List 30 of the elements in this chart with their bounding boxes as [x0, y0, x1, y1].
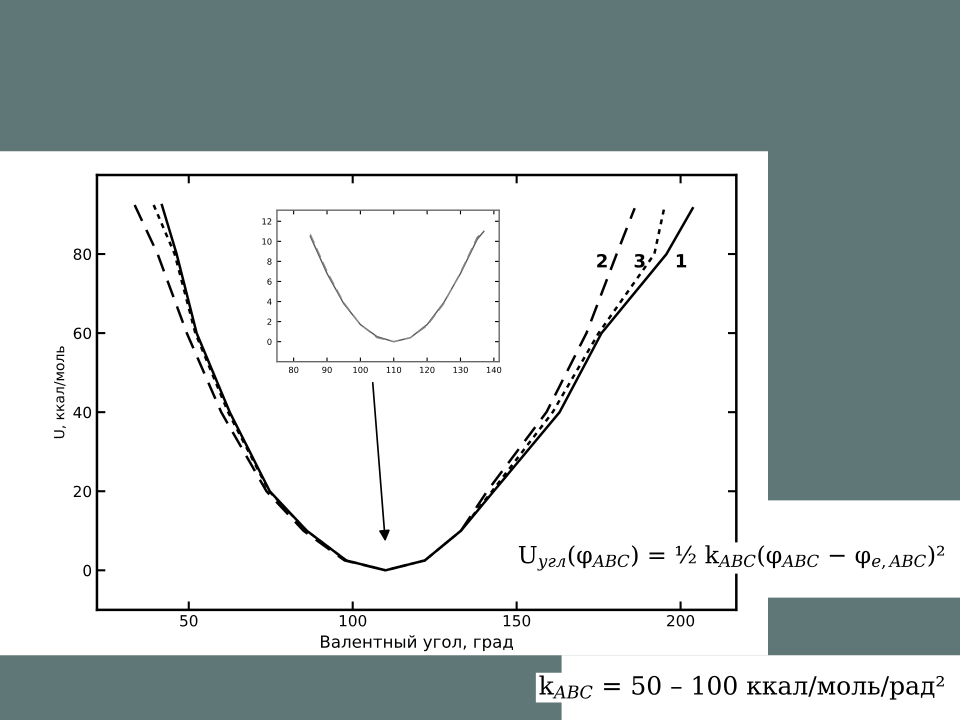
x-tick-label: 90: [322, 366, 332, 374]
y-tick-label: 12: [262, 218, 272, 224]
y-tick-label: 20: [74, 486, 92, 498]
y-axis-title: U, ккал/моль: [54, 346, 66, 438]
y-tick-label: 60: [74, 328, 92, 340]
annotation: 1: [676, 254, 686, 268]
x-tick-label: 110: [386, 366, 402, 374]
x-tick-label: 200: [667, 614, 694, 627]
annotation: 3: [634, 254, 645, 268]
y-tick-label: 80: [74, 248, 92, 260]
x-tick-label: 150: [504, 614, 530, 627]
x-tick-label: 130: [453, 366, 468, 374]
x-tick-label: 120: [420, 366, 435, 374]
x-tick-label: 140: [486, 366, 502, 374]
x-tick-label: 50: [180, 614, 198, 627]
x-tick-label: 100: [340, 614, 366, 627]
y-tick-label: 2: [267, 318, 272, 325]
y-tick-label: 0: [267, 338, 272, 345]
y-tick-label: 8: [267, 258, 272, 265]
x-tick-label: 80: [288, 366, 298, 374]
y-tick-label: 10: [262, 238, 272, 245]
text: k$_{ABC}$ = 50 – 100 ккал/моль/рад²: [539, 675, 944, 700]
x-tick-label: 100: [353, 366, 368, 374]
y-tick-label: 40: [73, 406, 92, 418]
y-tick-label: 6: [267, 278, 272, 285]
annotation: 2: [597, 254, 607, 268]
y-tick-label: 0: [83, 564, 92, 576]
x-axis-title: Валентный угол, град: [321, 635, 514, 652]
y-tick-label: 4: [267, 298, 272, 305]
text: U$_{угл}$(φ$_{ABC}$) = ½ k$_{ABC}$(φ$_{ABC}$ − φ$_{e,ABC}$)²: [518, 545, 944, 571]
